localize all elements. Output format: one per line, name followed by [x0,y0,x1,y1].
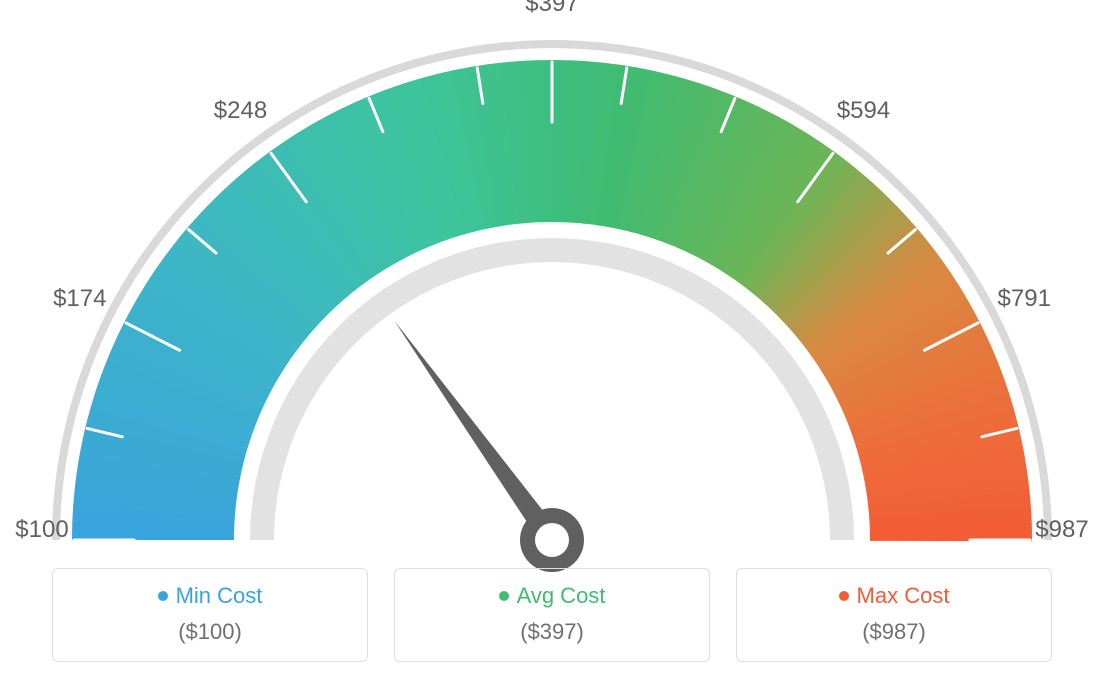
gauge-svg [0,0,1104,580]
legend-dot-min [158,591,168,601]
legend-value-max: ($987) [747,619,1041,645]
legend-value-avg: ($397) [405,619,699,645]
gauge-tick-label: $397 [525,0,578,18]
legend-title-min: Min Cost [158,583,263,609]
gauge-tick-label: $594 [837,97,890,125]
legend-value-min: ($100) [63,619,357,645]
legend-row: Min Cost ($100) Avg Cost ($397) Max Cost… [52,568,1052,662]
legend-box-min: Min Cost ($100) [52,568,368,662]
gauge-tick-label: $987 [1035,516,1088,544]
legend-label-min: Min Cost [176,583,263,609]
legend-dot-max [839,591,849,601]
cost-gauge: $100 $174 $248 $397 $594 $791 $987 [0,0,1104,580]
gauge-tick-label: $791 [998,285,1051,313]
legend-dot-avg [499,591,509,601]
gauge-tick-label: $100 [15,516,68,544]
legend-box-avg: Avg Cost ($397) [394,568,710,662]
legend-title-max: Max Cost [839,583,950,609]
gauge-tick-label: $248 [214,97,267,125]
legend-label-avg: Avg Cost [517,583,606,609]
legend-box-max: Max Cost ($987) [736,568,1052,662]
legend-title-avg: Avg Cost [499,583,606,609]
legend-label-max: Max Cost [857,583,950,609]
gauge-tick-label: $174 [53,285,106,313]
